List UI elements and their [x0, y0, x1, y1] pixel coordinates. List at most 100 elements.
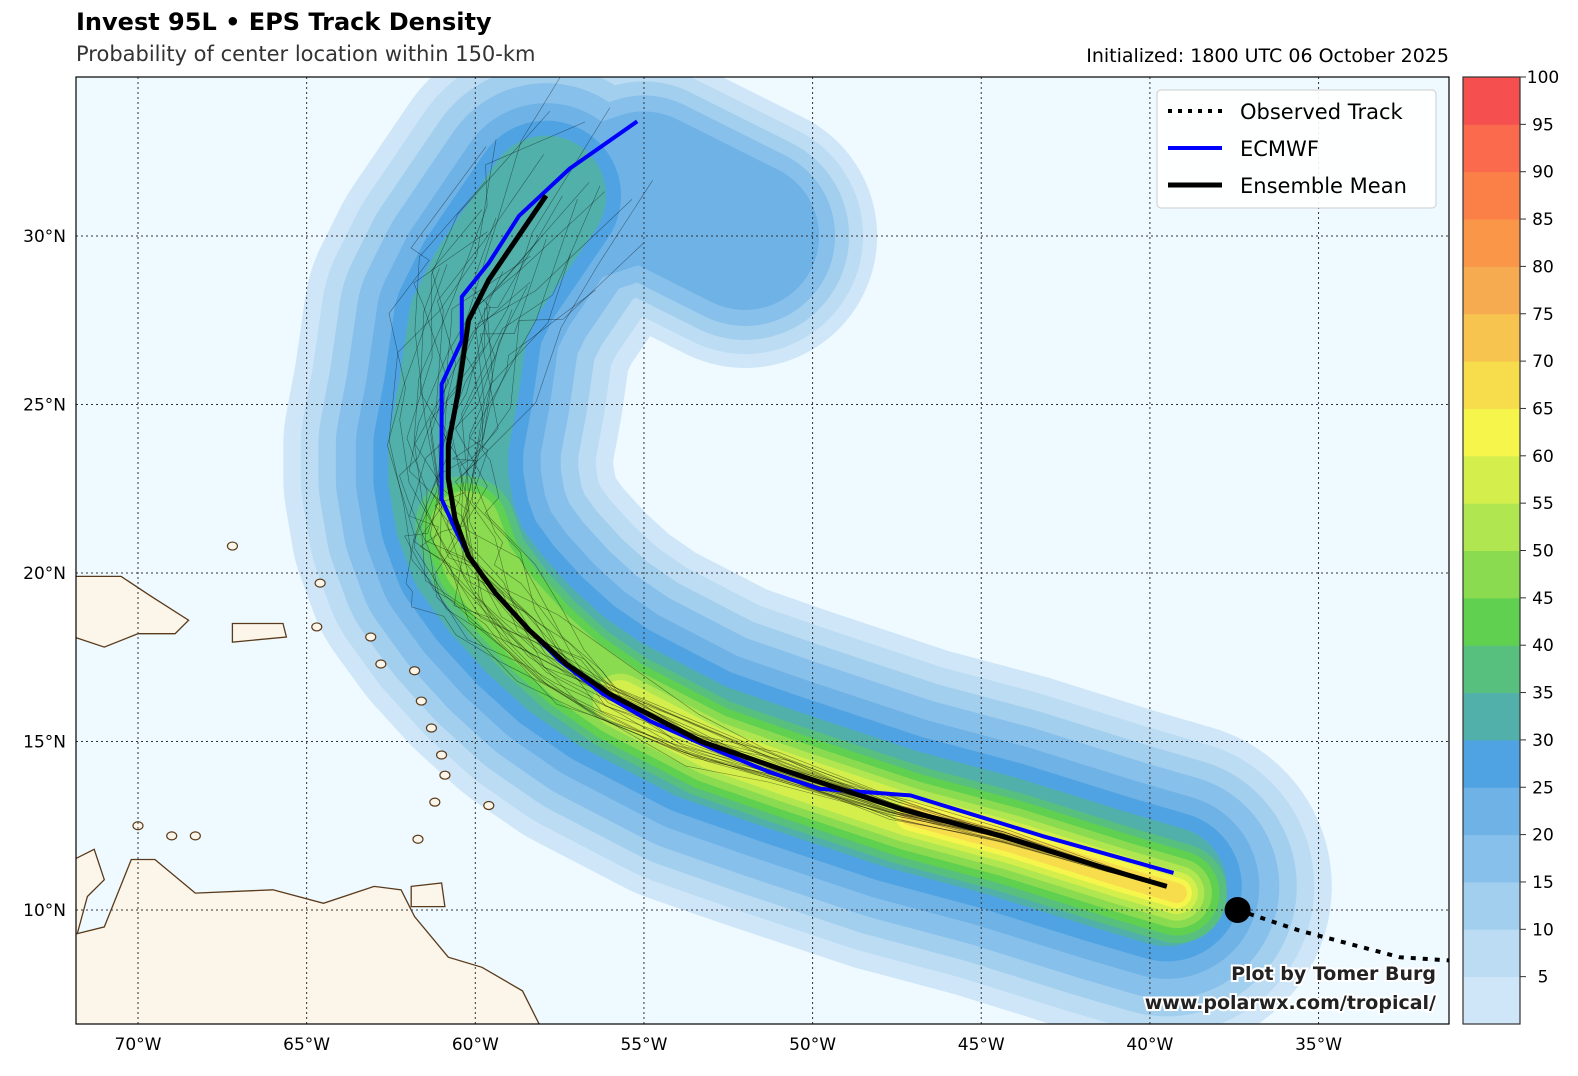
colorbar-tick-label: 75	[1532, 305, 1554, 325]
island-15	[226, 541, 239, 551]
colorbar-bin	[1463, 455, 1520, 504]
island-5	[425, 723, 438, 733]
colorbar-tick-label: 45	[1532, 589, 1554, 609]
island-12	[189, 831, 201, 841]
land	[76, 541, 540, 1024]
colorbar-bin	[1463, 77, 1520, 125]
density-level-65	[900, 805, 1187, 904]
island-10	[412, 834, 424, 844]
colorbar-tick-label: 35	[1532, 684, 1554, 704]
island-14	[314, 578, 326, 588]
observed-track	[1236, 908, 1449, 963]
y-tick-label: 25°N	[23, 396, 66, 416]
colorbar-bin	[1463, 692, 1520, 741]
ensemble-member-track	[429, 77, 1167, 887]
colorbar-bin	[1463, 361, 1520, 409]
colorbar-tick-label: 40	[1532, 636, 1554, 656]
colorbar-bin	[1463, 834, 1520, 883]
chart-title: Invest 95L • EPS Track Density	[76, 8, 492, 36]
ensemble-member-track	[443, 195, 1167, 887]
landmass-2	[76, 848, 540, 1024]
ensemble-member-track	[465, 199, 1167, 887]
colorbar-bin	[1463, 645, 1520, 694]
ensemble-member-track	[387, 264, 1167, 887]
y-tick-label: 30°N	[23, 227, 66, 247]
x-tick-label: 65°W	[283, 1035, 330, 1055]
island-1	[365, 632, 377, 642]
ensemble-member-track	[408, 191, 1167, 887]
ensemble-member-track	[449, 217, 1167, 887]
colorbar-bin	[1463, 408, 1520, 457]
x-tick-label: 45°W	[958, 1035, 1005, 1055]
colorbar-tick-label: 80	[1532, 257, 1554, 277]
ensemble-member-track	[421, 256, 1167, 887]
colorbar-tick-label: 50	[1532, 542, 1554, 562]
colorbar-tick-label: 70	[1532, 352, 1554, 372]
current-position-marker	[1224, 897, 1251, 923]
legend: Observed Track ECMWF Ensemble Mean	[1156, 89, 1437, 209]
colorbar-tick-label: 85	[1532, 210, 1554, 230]
colorbar-tick-label: 25	[1532, 778, 1554, 798]
ensemble-member-track	[466, 242, 1167, 887]
colorbar-bin	[1463, 976, 1520, 1025]
ensemble-member-track	[431, 154, 1167, 887]
y-tick-label: 20°N	[23, 564, 66, 584]
colorbar-tick-label: 5	[1538, 968, 1549, 988]
island-0	[311, 622, 323, 632]
colorbar-tick-label: 30	[1532, 731, 1554, 751]
landmass-3	[410, 882, 446, 908]
colorbar: 5 10 15 20 25 30 35 40 45 50 55 60 65 70 75 80 85 90 95 100	[1462, 68, 1559, 1025]
island-4	[415, 696, 427, 706]
axis-ticks: 70°W 65°W 60°W 55°W 50°W 45°W 40°W 35°W 30°N 25°N…	[23, 227, 1342, 1055]
colorbar-tick-label: 95	[1532, 115, 1554, 135]
colorbar-bin	[1463, 597, 1520, 646]
ensemble-member-track	[430, 282, 1167, 887]
island-13	[132, 821, 144, 831]
ensemble-member-track	[455, 182, 1167, 887]
x-tick-label: 35°W	[1295, 1035, 1342, 1055]
x-tick-label: 70°W	[115, 1035, 162, 1055]
colorbar-tick-label: 55	[1532, 494, 1554, 514]
ensemble-member-track	[414, 181, 1167, 887]
island-11	[166, 831, 178, 841]
colorbar-tick-label: 90	[1532, 163, 1554, 183]
init-time: Initialized: 1800 UTC 06 October 2025	[1086, 45, 1449, 67]
colorbar-bin	[1463, 881, 1520, 930]
gridlines	[76, 77, 1449, 1024]
colorbar-bin	[1463, 787, 1520, 836]
island-2	[375, 659, 387, 669]
island-8	[429, 797, 441, 807]
colorbar-bin	[1463, 124, 1520, 173]
colorbar-tick-label: 20	[1532, 826, 1554, 846]
landmass-0	[76, 575, 190, 648]
y-tick-label: 15°N	[23, 733, 66, 753]
y-tick-label: 10°N	[23, 901, 66, 921]
chart-subtitle: Probability of center location within 15…	[76, 42, 536, 66]
colorbar-tick-label: 65	[1532, 399, 1554, 419]
landmass-1	[231, 622, 288, 643]
colorbar-bin	[1463, 929, 1520, 978]
colorbar-bin	[1463, 219, 1520, 267]
colorbar-tick-label: 100	[1527, 68, 1559, 88]
map-frame	[75, 76, 1450, 1025]
colorbar-bin	[1463, 171, 1520, 220]
colorbar-tick-label: 10	[1532, 920, 1554, 940]
ensemble-member-track	[414, 185, 1167, 887]
ensemble-member-track	[388, 139, 1167, 887]
island-7	[439, 770, 451, 780]
colorbar-bin	[1463, 313, 1520, 362]
island-3	[408, 666, 421, 676]
ensemble-member-track	[446, 180, 1167, 887]
colorbar-bin	[1463, 739, 1520, 788]
x-tick-label: 50°W	[789, 1035, 836, 1055]
credit-author: Plot by Tomer Burg	[1231, 963, 1436, 985]
colorbar-tick-label: 60	[1532, 447, 1554, 467]
colorbar-tick-label: 15	[1532, 873, 1554, 893]
x-tick-label: 55°W	[620, 1035, 667, 1055]
colorbar-bin	[1463, 550, 1520, 599]
colorbar-bin	[1463, 266, 1520, 315]
colorbar-bin	[1463, 503, 1520, 551]
credit-url: www.polarwx.com/tropical/	[1145, 992, 1436, 1014]
x-tick-label: 40°W	[1126, 1035, 1173, 1055]
